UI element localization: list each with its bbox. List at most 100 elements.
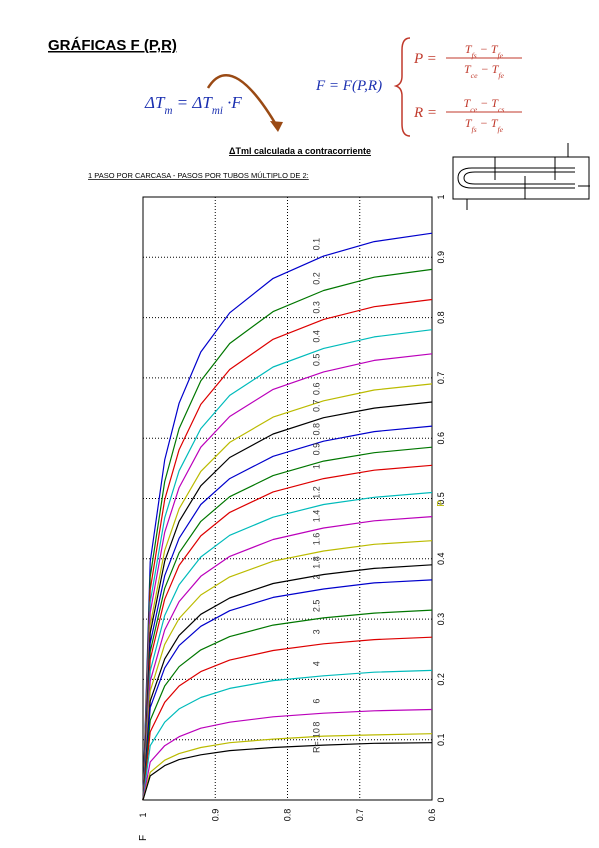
curve-label: 0.5 xyxy=(312,354,322,367)
symbol: T xyxy=(465,42,473,56)
formula-f: F = F(P,R) xyxy=(315,78,382,94)
curve xyxy=(142,733,433,801)
curve-label: 1.8 xyxy=(312,556,322,569)
chart: 1 0.9 0.8 0.7 0.6 0 0.1 0.2 0.3 0.4 0.5 0.6 0.7 0.8 0.… xyxy=(138,194,447,841)
curve-label: 6 xyxy=(312,699,322,704)
y-tick-label: 0.4 xyxy=(436,553,446,566)
curve xyxy=(142,516,433,801)
x-tick-label: 0.9 xyxy=(210,809,220,822)
curve xyxy=(142,464,433,801)
exchanger-diagram xyxy=(452,143,590,210)
y-tick-label: 0.5 xyxy=(436,492,446,505)
curve xyxy=(142,540,433,801)
subscript: fs xyxy=(472,125,477,134)
arrow-head xyxy=(270,121,283,132)
subscript: fe xyxy=(498,125,504,134)
subtitle: ΔTml calculada a contracorriente xyxy=(229,146,371,156)
curve xyxy=(142,446,433,801)
y-tick-label: 0.9 xyxy=(436,251,446,264)
arrow xyxy=(206,74,280,129)
brace xyxy=(393,37,411,137)
curve xyxy=(142,708,433,801)
curve-label: 0.6 xyxy=(312,383,322,396)
tube xyxy=(463,171,575,185)
y-tick-label: 0.1 xyxy=(436,733,446,746)
curve xyxy=(142,425,433,801)
curve xyxy=(142,636,433,801)
curve xyxy=(142,232,433,801)
denominator: Tce − Tfe xyxy=(464,62,505,80)
curve-label: 1.2 xyxy=(312,486,322,499)
curve xyxy=(142,669,433,801)
subscript: ce xyxy=(470,105,477,114)
numerator: Tce − Tcs xyxy=(464,96,505,114)
numerator: Tfs − Tfe xyxy=(465,42,504,60)
subscript: fs xyxy=(472,51,477,60)
y-tick-label: 0.8 xyxy=(436,311,446,324)
curve xyxy=(142,579,433,801)
symbol: T xyxy=(464,96,472,110)
subscript: m xyxy=(164,105,172,117)
curve-label: 0.4 xyxy=(312,330,322,343)
curve-label: 0.7 xyxy=(312,399,322,412)
x-tick-label: 0.6 xyxy=(427,809,437,822)
curve-label: 0.8 xyxy=(312,423,322,436)
curve xyxy=(142,401,433,801)
x-tick-label: 0.8 xyxy=(283,809,293,822)
title: GRÁFICAS F (P,R) xyxy=(48,37,177,54)
operator: ·F xyxy=(227,93,242,112)
subscript: mi xyxy=(212,105,223,117)
symbol: ΔT xyxy=(191,93,213,112)
symbol: T xyxy=(492,62,500,76)
curve-label: 0.9 xyxy=(312,443,322,456)
curve-label: 0.1 xyxy=(312,238,322,251)
symbol: T xyxy=(491,42,499,56)
y-tick-label: 0.7 xyxy=(436,372,446,385)
subscript: cs xyxy=(498,105,505,114)
curve-label: 10 xyxy=(312,728,322,738)
curve xyxy=(142,298,433,801)
curve-label: 2.5 xyxy=(312,600,322,613)
symbol: ΔT xyxy=(144,93,166,112)
curve-label: 1 xyxy=(312,464,322,469)
subscript: ce xyxy=(471,71,478,80)
def-name: R = xyxy=(413,105,437,121)
curve-label: 2 xyxy=(312,574,322,579)
y-axis-label: P xyxy=(436,500,447,507)
operator: − xyxy=(480,42,488,56)
symbol: T xyxy=(464,62,472,76)
operator: = xyxy=(177,93,188,112)
x-axis-label: F xyxy=(138,835,149,841)
curve-label: 0.3 xyxy=(312,301,322,314)
curve xyxy=(142,353,433,801)
x-tick-label: 1 xyxy=(138,812,148,817)
curve-label: 8 xyxy=(312,722,322,727)
operator: − xyxy=(480,96,488,110)
curve xyxy=(142,491,433,801)
curve-label: 1.6 xyxy=(312,533,322,546)
curve-label: 0.2 xyxy=(312,272,322,285)
formula-lmtd: ΔTm = ΔTmi ·F xyxy=(144,93,242,117)
y-tick-label: 0.6 xyxy=(436,432,446,445)
y-tick-label: 0 xyxy=(436,797,446,802)
definitions: P = Tfs − Tfe Tce − Tfe R = Tce − Tcs Tfs … xyxy=(413,42,522,134)
subscript: fe xyxy=(498,71,504,80)
annotation: R= xyxy=(312,741,322,753)
curve-label: 1.4 xyxy=(312,510,322,523)
subscript: fe xyxy=(498,51,504,60)
operator: − xyxy=(481,62,489,76)
symbol: T xyxy=(491,96,499,110)
curve xyxy=(142,329,433,801)
denominator: Tfs − Tfe xyxy=(465,116,504,134)
y-tick-label: 0.3 xyxy=(436,613,446,626)
shell xyxy=(452,156,590,200)
tube xyxy=(457,167,575,189)
curve-label: 3 xyxy=(312,629,322,634)
x-tick-label: 0.7 xyxy=(355,809,365,822)
curve xyxy=(142,564,433,801)
curve xyxy=(142,742,433,801)
operator: − xyxy=(480,116,488,130)
symbol: T xyxy=(491,116,499,130)
